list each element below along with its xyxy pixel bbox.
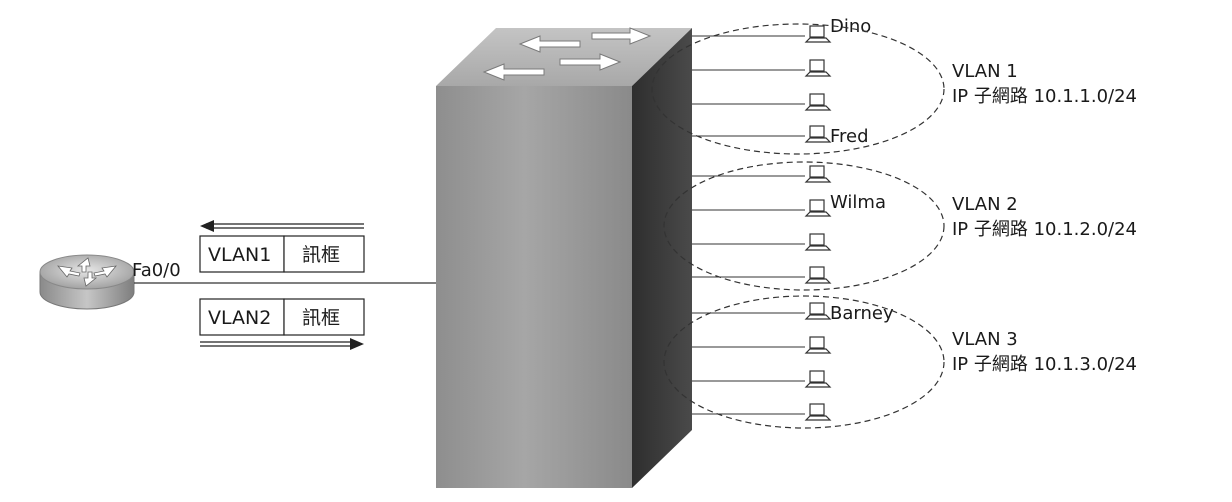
frame-vlan1-payload: 訊框: [302, 244, 340, 266]
host-label: Fred: [830, 126, 869, 147]
router-port-label: Fa0/0: [132, 260, 181, 281]
host-label: Wilma: [830, 192, 886, 213]
pc-icon: [804, 125, 832, 143]
vlan1-subnet: IP 子網路 10.1.1.0/24: [952, 86, 1137, 107]
host-4: Fred: [692, 125, 869, 147]
pc-icon: [804, 370, 832, 388]
host-6: Wilma: [692, 192, 886, 217]
pc-icon: [804, 233, 832, 251]
pc-icon: [804, 336, 832, 354]
host-3: [692, 93, 832, 111]
switch-side-face: [632, 28, 692, 488]
router-top: [39, 254, 135, 290]
host-2: [692, 59, 832, 77]
frame-arrow-right: [200, 338, 364, 350]
host-12: [692, 403, 832, 421]
pc-icon: [804, 403, 832, 421]
pc-icon: [804, 302, 832, 320]
switch-arrows-icon: [482, 27, 652, 81]
vlan2-boundary: [663, 161, 945, 291]
frame-vlan2-payload-box: [283, 298, 365, 336]
vlan1-boundary: [651, 23, 945, 155]
switch: [436, 27, 692, 488]
frame-vlan2-tag: VLAN2: [208, 307, 271, 329]
vlan3-subnet: IP 子網路 10.1.3.0/24: [952, 354, 1137, 375]
vlan-groups: [651, 23, 945, 429]
host-8: [692, 266, 832, 284]
host-7: [692, 233, 832, 251]
router: [39, 254, 135, 310]
pc-icon: [804, 93, 832, 111]
router-arrows-icon: [57, 257, 117, 287]
host-1: Dino: [692, 16, 871, 43]
frame-vlan1-tag: VLAN1: [208, 244, 271, 266]
frame-vlan2: VLAN2 訊框: [199, 298, 365, 336]
hosts: Dino Fred Wilma Barney: [692, 16, 894, 421]
host-label: Barney: [830, 303, 894, 324]
frame-vlan1-payload-box: [283, 235, 365, 273]
vlan3-name: VLAN 3: [952, 329, 1018, 350]
frame-vlan2-payload: 訊框: [302, 307, 340, 329]
pc-icon: [804, 25, 832, 43]
frame-vlan2-tag-box: [199, 298, 285, 336]
pc-icon: [804, 266, 832, 284]
host-5: [692, 165, 832, 183]
host-9: Barney: [692, 302, 894, 324]
frame-vlan1-tag-box: [199, 235, 285, 273]
pc-icon: [804, 59, 832, 77]
host-11: [692, 370, 832, 388]
vlan2-name: VLAN 2: [952, 194, 1018, 215]
vlan3-boundary: [663, 295, 945, 429]
host-10: [692, 336, 832, 354]
host-label: Dino: [830, 16, 871, 37]
frame-vlan1: VLAN1 訊框: [199, 235, 365, 273]
pc-icon: [804, 165, 832, 183]
vlan2-subnet: IP 子網路 10.1.2.0/24: [952, 219, 1137, 240]
vlan1-name: VLAN 1: [952, 61, 1018, 82]
pc-icon: [804, 199, 832, 217]
vlan-labels: VLAN 1 IP 子網路 10.1.1.0/24 VLAN 2 IP 子網路 …: [952, 61, 1137, 375]
switch-front-face: [436, 86, 632, 488]
frame-arrow-left: [200, 220, 364, 232]
